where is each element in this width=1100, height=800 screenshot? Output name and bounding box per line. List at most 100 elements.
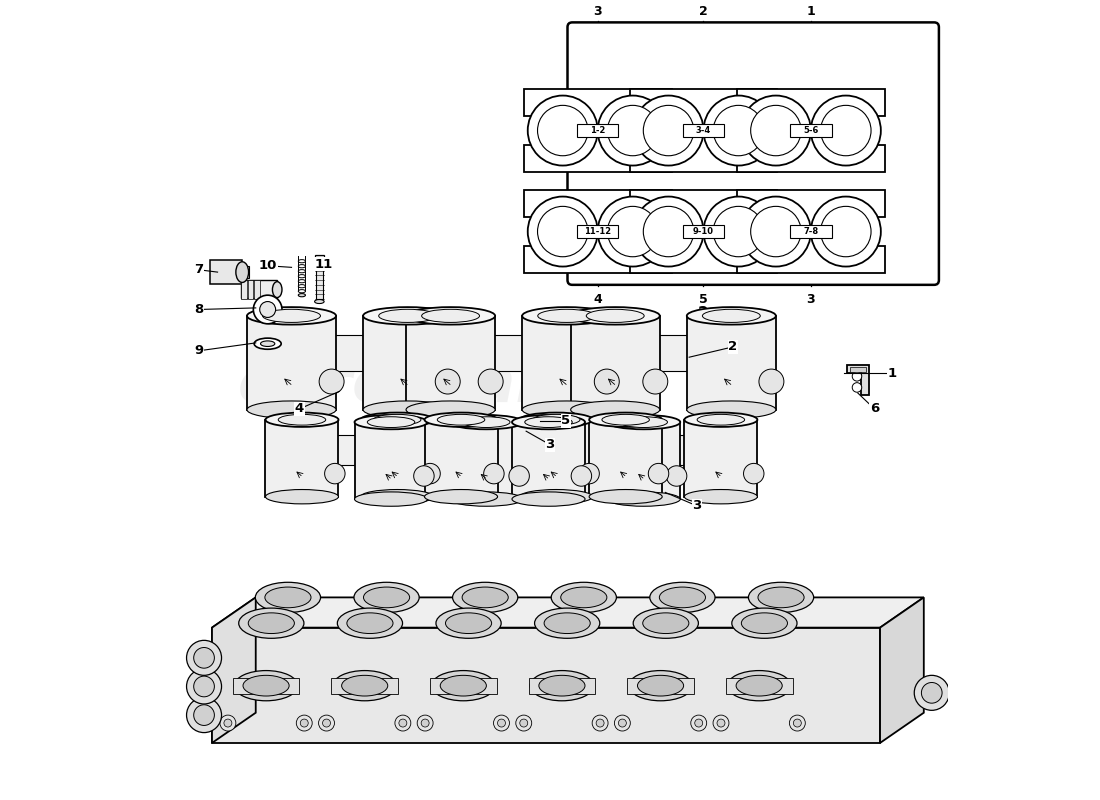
Circle shape xyxy=(695,719,703,727)
Text: 11-12: 11-12 xyxy=(584,227,612,236)
Ellipse shape xyxy=(590,490,662,504)
Ellipse shape xyxy=(378,310,437,322)
Bar xyxy=(450,422,522,499)
Polygon shape xyxy=(629,89,778,172)
Text: 5-6: 5-6 xyxy=(803,126,818,135)
Circle shape xyxy=(319,369,344,394)
Text: 5: 5 xyxy=(700,293,708,306)
Circle shape xyxy=(634,197,704,266)
Circle shape xyxy=(478,369,503,394)
Ellipse shape xyxy=(298,280,306,282)
Circle shape xyxy=(579,463,600,484)
Circle shape xyxy=(713,715,729,731)
Circle shape xyxy=(852,382,861,392)
Ellipse shape xyxy=(254,338,282,350)
Ellipse shape xyxy=(421,310,480,322)
Circle shape xyxy=(319,715,334,731)
Ellipse shape xyxy=(561,587,607,608)
Bar xyxy=(402,438,475,467)
Bar xyxy=(315,254,324,261)
Circle shape xyxy=(607,206,658,257)
Text: 3: 3 xyxy=(806,293,815,306)
Ellipse shape xyxy=(298,265,306,268)
Bar xyxy=(425,420,497,497)
Circle shape xyxy=(644,206,694,257)
Polygon shape xyxy=(212,598,924,628)
Ellipse shape xyxy=(234,670,298,701)
Bar xyxy=(683,225,724,238)
Circle shape xyxy=(704,197,773,266)
Ellipse shape xyxy=(727,670,791,701)
Circle shape xyxy=(790,715,805,731)
Text: 1: 1 xyxy=(888,366,896,380)
Ellipse shape xyxy=(243,675,289,696)
Circle shape xyxy=(497,719,506,727)
Bar xyxy=(683,124,724,138)
Bar xyxy=(331,678,398,694)
Ellipse shape xyxy=(684,413,758,427)
Circle shape xyxy=(395,715,410,731)
Bar xyxy=(522,316,612,410)
Ellipse shape xyxy=(315,299,324,303)
Ellipse shape xyxy=(363,401,452,418)
Text: 3: 3 xyxy=(546,438,554,451)
Ellipse shape xyxy=(539,675,585,696)
Ellipse shape xyxy=(450,415,522,430)
Bar xyxy=(363,316,452,410)
Bar xyxy=(627,678,694,694)
Text: 9-10: 9-10 xyxy=(693,227,714,236)
Bar xyxy=(472,435,546,465)
Ellipse shape xyxy=(425,490,497,504)
Circle shape xyxy=(713,106,763,156)
Ellipse shape xyxy=(265,587,311,608)
Ellipse shape xyxy=(436,608,502,638)
Circle shape xyxy=(494,715,509,731)
Bar xyxy=(850,366,866,371)
Bar xyxy=(637,435,710,465)
Ellipse shape xyxy=(298,290,306,293)
Circle shape xyxy=(594,369,619,394)
Ellipse shape xyxy=(686,307,775,325)
Circle shape xyxy=(528,197,597,266)
Ellipse shape xyxy=(629,670,692,701)
Ellipse shape xyxy=(406,401,495,418)
Circle shape xyxy=(914,675,949,710)
Circle shape xyxy=(509,466,529,486)
Circle shape xyxy=(741,197,811,266)
Text: 1: 1 xyxy=(806,5,815,18)
Ellipse shape xyxy=(703,310,760,322)
Ellipse shape xyxy=(697,414,745,425)
Text: 7: 7 xyxy=(194,263,204,276)
Text: 8: 8 xyxy=(194,303,204,316)
Ellipse shape xyxy=(298,260,306,262)
Circle shape xyxy=(821,206,871,257)
Ellipse shape xyxy=(462,587,508,608)
Ellipse shape xyxy=(235,262,249,282)
Ellipse shape xyxy=(544,613,591,634)
Bar xyxy=(512,422,585,499)
Circle shape xyxy=(691,715,706,731)
Bar xyxy=(233,678,299,694)
Circle shape xyxy=(750,206,801,257)
Circle shape xyxy=(596,719,604,727)
Ellipse shape xyxy=(748,582,814,613)
Ellipse shape xyxy=(607,415,680,430)
Ellipse shape xyxy=(530,670,594,701)
Circle shape xyxy=(922,682,942,703)
Ellipse shape xyxy=(571,401,660,418)
Circle shape xyxy=(484,463,504,484)
Text: 3: 3 xyxy=(693,499,702,513)
Polygon shape xyxy=(629,190,778,273)
Ellipse shape xyxy=(519,413,593,427)
Bar xyxy=(241,280,248,299)
Text: 3: 3 xyxy=(593,5,602,18)
Ellipse shape xyxy=(741,613,788,634)
Circle shape xyxy=(811,95,881,166)
Bar xyxy=(316,261,322,299)
Circle shape xyxy=(704,95,773,166)
Circle shape xyxy=(597,197,668,266)
Circle shape xyxy=(571,466,592,486)
Ellipse shape xyxy=(361,413,433,427)
Circle shape xyxy=(618,719,626,727)
Ellipse shape xyxy=(452,582,518,613)
